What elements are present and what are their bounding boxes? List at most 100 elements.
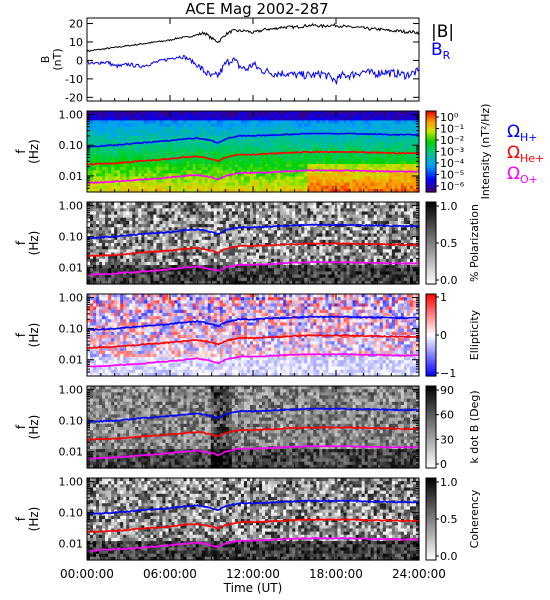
heatmap-cell [171, 154, 176, 159]
heatmap-cell [111, 142, 115, 146]
heatmap-cell [367, 120, 372, 125]
heatmap-cell [349, 129, 354, 134]
heatmap-cell [307, 154, 311, 159]
heatmap-cell [177, 111, 182, 115]
heatmap-cell [192, 163, 197, 168]
heatmap-cell [198, 185, 203, 190]
heatmap-cell [144, 142, 148, 146]
heatmap-cell [274, 114, 278, 118]
heatmap-cell [346, 182, 351, 187]
heatmap-cell [198, 163, 203, 168]
heatmap-cell [120, 114, 124, 118]
heatmap-cell [271, 176, 275, 181]
heatmap-cell [99, 139, 103, 143]
heatmap-cell [222, 170, 227, 174]
heatmap-cell [331, 160, 336, 165]
heatmap-cell [349, 151, 354, 156]
heatmap-cell [361, 135, 366, 140]
heatmap-cell [87, 135, 91, 140]
heatmap-cell [343, 173, 348, 178]
heatmap-cell [355, 142, 360, 146]
heatmap-cell [138, 132, 142, 137]
heatmap-cell [295, 120, 299, 125]
heatmap-cell [183, 151, 188, 156]
heatmap-cell [216, 145, 221, 149]
heatmap-cell [319, 173, 324, 178]
heatmap-cell [307, 182, 311, 187]
heatmap-cell [225, 126, 230, 131]
heatmap-cell [367, 176, 372, 181]
heatmap-cell [123, 163, 127, 168]
heatmap-cell [249, 185, 254, 190]
heatmap-cell [195, 167, 200, 171]
heatmap-cell [195, 170, 200, 174]
heatmap-cell [364, 160, 369, 165]
heatmap-cell [117, 148, 121, 153]
heatmap-cell [213, 123, 218, 128]
heatmap-cell [367, 163, 372, 168]
heatmap-cell [298, 173, 302, 178]
heatmap-cell [129, 145, 133, 149]
heatmap-cell [301, 185, 305, 190]
heatmap-cell [213, 160, 218, 165]
heatmap-cell [237, 148, 242, 153]
heatmap-cell [298, 129, 302, 134]
heatmap-cell [234, 154, 239, 159]
heatmap-cell [358, 139, 363, 143]
heatmap-cell [355, 176, 360, 181]
heatmap-cell [114, 173, 118, 178]
heatmap-cell [228, 117, 233, 121]
heatmap-cell [343, 117, 348, 121]
heatmap-cell [376, 126, 381, 131]
heatmap-cell [126, 173, 130, 178]
heatmap-cell [234, 160, 239, 165]
heatmap-cell [177, 160, 182, 165]
heatmap-cell [147, 111, 151, 115]
heatmap-cell [150, 139, 154, 143]
heatmap-cell [367, 167, 372, 171]
heatmap-cell [358, 154, 363, 159]
heatmap-cell [135, 135, 139, 140]
heatmap-cell [108, 173, 112, 178]
heatmap-cell [156, 167, 161, 171]
heatmap-cell [102, 114, 106, 118]
heatmap-cell [325, 148, 330, 153]
heatmap-cell [135, 176, 139, 181]
heatmap-cell [180, 157, 185, 162]
heatmap-cell [358, 182, 363, 187]
heatmap-cell [298, 163, 302, 168]
heatmap-cell [231, 120, 236, 125]
heatmap-cell [117, 163, 121, 168]
heatmap-cell [262, 182, 266, 187]
heatmap-cell [120, 173, 124, 178]
heatmap-cell [132, 157, 136, 162]
heatmap-cell [150, 188, 154, 193]
heatmap-cell [87, 120, 91, 125]
heatmap-cell [138, 179, 142, 184]
heatmap-cell [216, 132, 221, 137]
heatmap-cell [198, 117, 203, 121]
heatmap-cell [259, 139, 263, 143]
heatmap-cell [222, 123, 227, 128]
heatmap-cell [253, 185, 257, 190]
heatmap-cell [322, 148, 327, 153]
heatmap-cell [99, 148, 103, 153]
heatmap-cell [265, 142, 269, 146]
heatmap-cell [192, 167, 197, 171]
heatmap-cell [201, 176, 206, 181]
heatmap-cell [355, 148, 360, 153]
heatmap-cell [352, 148, 357, 153]
heatmap-cell [162, 163, 167, 168]
heatmap-cell [304, 173, 308, 178]
heatmap-cell [192, 170, 197, 174]
heatmap-cell [132, 111, 136, 115]
heatmap-cell [144, 151, 148, 156]
heatmap-cell [123, 135, 127, 140]
heatmap-cell [219, 135, 224, 140]
heatmap-cell [93, 135, 97, 140]
heatmap-cell [289, 176, 293, 181]
heatmap-cell [108, 163, 112, 168]
heatmap-cell [123, 182, 127, 187]
heatmap-cell [268, 160, 272, 165]
heatmap-cell [289, 142, 293, 146]
